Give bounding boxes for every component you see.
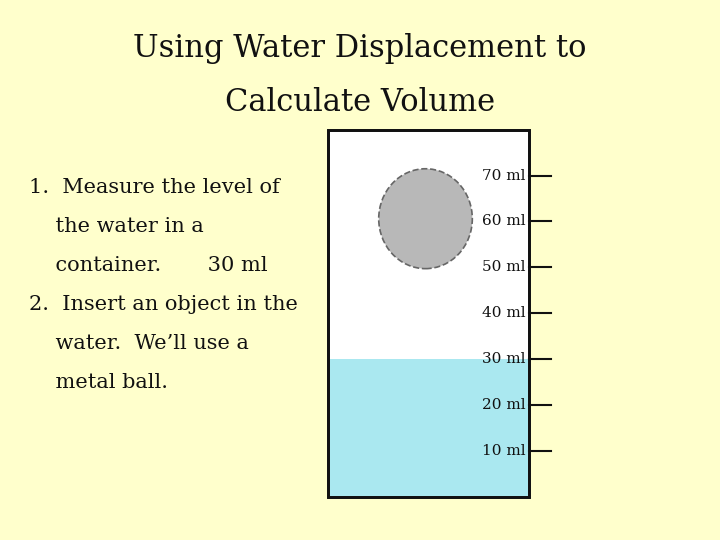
Text: 2.  Insert an object in the: 2. Insert an object in the bbox=[29, 295, 297, 314]
Text: metal ball.: metal ball. bbox=[29, 373, 168, 392]
Bar bbox=[328, 130, 529, 497]
Text: 10 ml: 10 ml bbox=[482, 444, 526, 458]
Text: container.       30 ml: container. 30 ml bbox=[29, 256, 267, 275]
Text: 30 ml: 30 ml bbox=[482, 352, 526, 366]
Text: 40 ml: 40 ml bbox=[482, 306, 526, 320]
Text: the water in a: the water in a bbox=[29, 217, 204, 236]
Text: 70 ml: 70 ml bbox=[482, 168, 526, 183]
Ellipse shape bbox=[379, 168, 472, 268]
Text: 60 ml: 60 ml bbox=[482, 214, 526, 228]
Bar bbox=[328, 130, 529, 497]
Text: 1.  Measure the level of: 1. Measure the level of bbox=[29, 178, 279, 197]
Text: Calculate Volume: Calculate Volume bbox=[225, 87, 495, 118]
Bar bbox=[328, 130, 529, 497]
Text: 20 ml: 20 ml bbox=[482, 398, 526, 412]
Text: Using Water Displacement to: Using Water Displacement to bbox=[133, 33, 587, 64]
Text: 50 ml: 50 ml bbox=[482, 260, 526, 274]
Bar bbox=[328, 359, 529, 497]
Text: water.  We’ll use a: water. We’ll use a bbox=[29, 334, 248, 353]
